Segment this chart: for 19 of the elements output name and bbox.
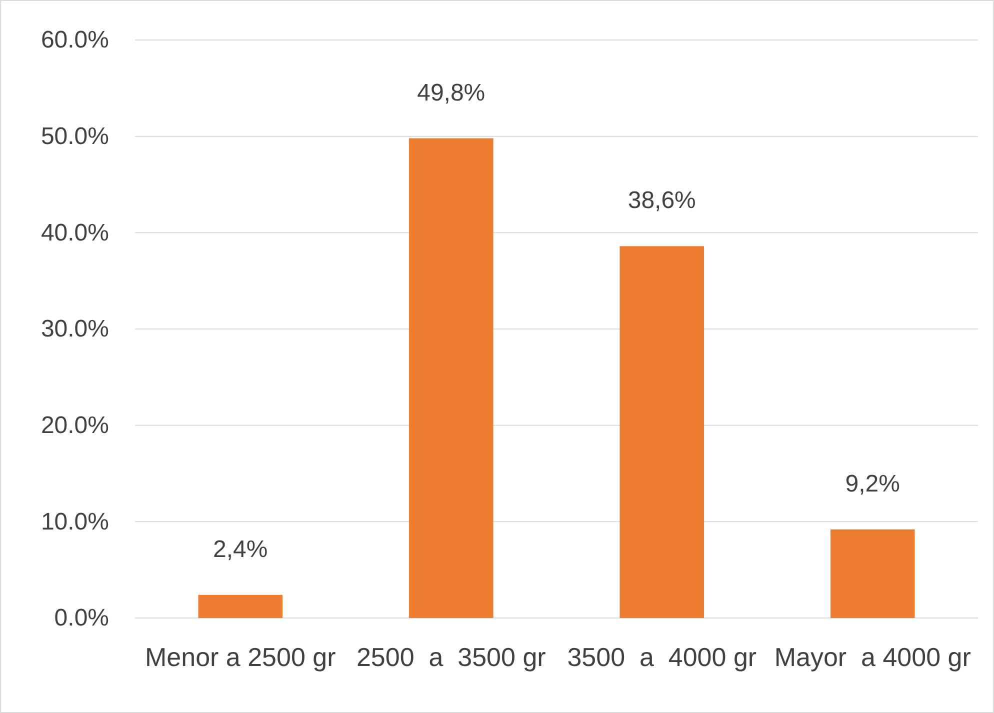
bar — [408, 138, 494, 618]
x-tick-label: Menor a 2500 gr — [144, 642, 336, 672]
y-tick-label: 40.0% — [40, 219, 109, 246]
x-tick-label: 2500 a 3500 gr — [356, 642, 546, 672]
x-tick-label: 3500 a 4000 gr — [567, 642, 757, 672]
bar — [830, 529, 915, 618]
data-label: 9,2% — [845, 470, 900, 498]
y-tick-label: 60.0% — [40, 26, 109, 54]
data-label: 38,6% — [628, 187, 696, 214]
x-tick-label: Mayor a 4000 gr — [774, 642, 972, 672]
y-tick-label: 20.0% — [40, 412, 109, 440]
bar — [620, 246, 704, 618]
y-tick-label: 50.0% — [40, 123, 109, 150]
data-label: 2,4% — [213, 536, 268, 563]
y-tick-label: 10.0% — [40, 508, 109, 536]
y-tick-label: 0.0% — [54, 604, 109, 632]
y-tick-label: 30.0% — [40, 316, 109, 343]
bar — [198, 594, 283, 618]
data-label: 49,8% — [417, 79, 486, 106]
